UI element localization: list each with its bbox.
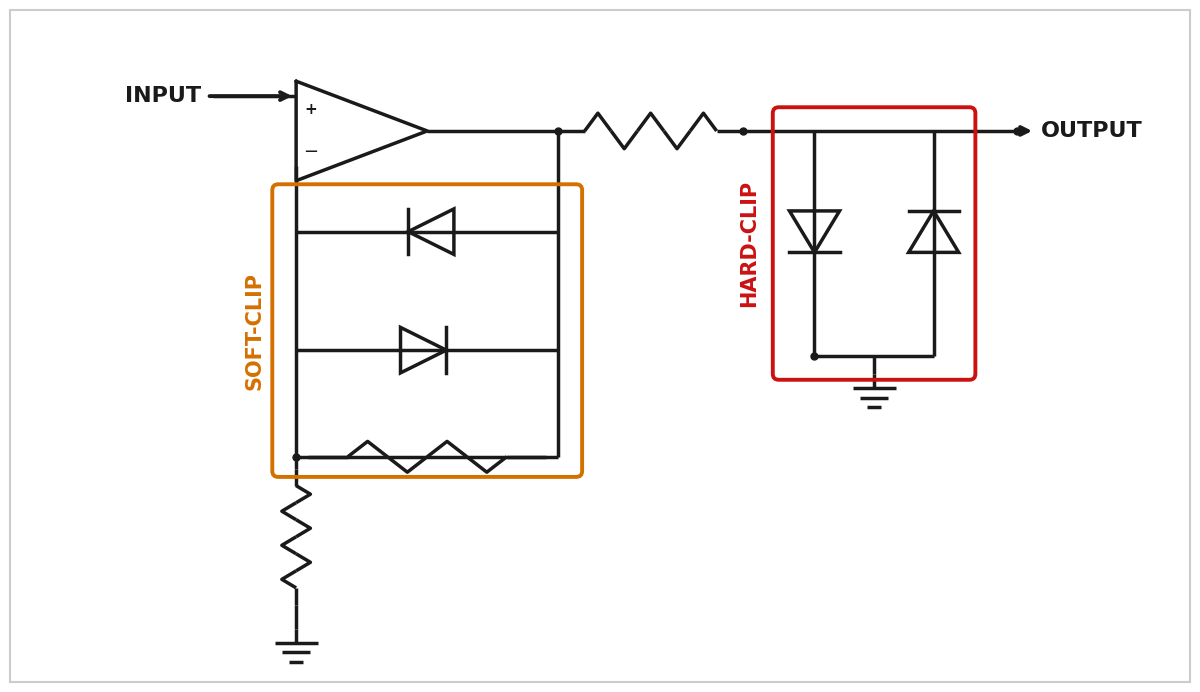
Text: +: + (304, 102, 317, 117)
Text: HARD-CLIP: HARD-CLIP (739, 180, 758, 307)
Text: −: − (302, 143, 318, 161)
Text: INPUT: INPUT (125, 86, 200, 106)
Text: OUTPUT: OUTPUT (1040, 121, 1142, 141)
Text: SOFT-CLIP: SOFT-CLIP (245, 271, 264, 390)
